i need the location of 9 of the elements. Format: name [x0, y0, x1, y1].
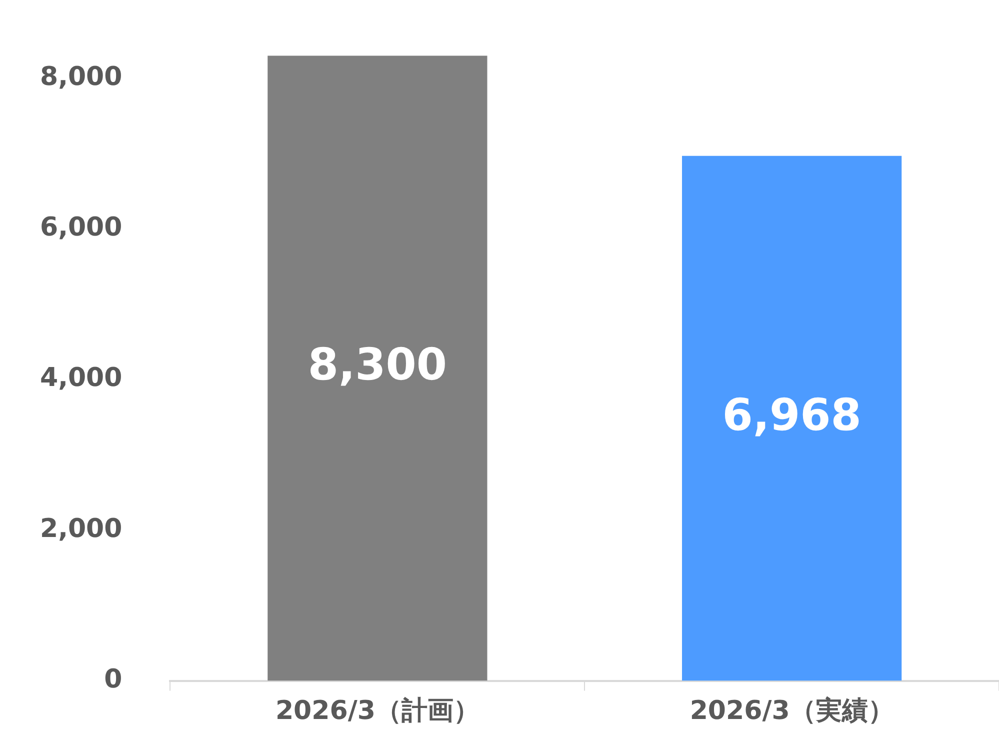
y-tick-label: 4,000 — [40, 363, 122, 394]
x-tick-label: 2026/3（計画） — [275, 696, 480, 726]
data-label: 8,300 — [308, 340, 448, 391]
y-tick-label: 0 — [104, 664, 122, 695]
x-tick-label: 2026/3（実績） — [690, 696, 894, 726]
data-label: 6,968 — [722, 390, 862, 441]
y-tick-label: 8,000 — [40, 62, 122, 92]
y-tick-label: 6,000 — [40, 212, 122, 243]
y-tick-label: 2,000 — [40, 514, 122, 544]
